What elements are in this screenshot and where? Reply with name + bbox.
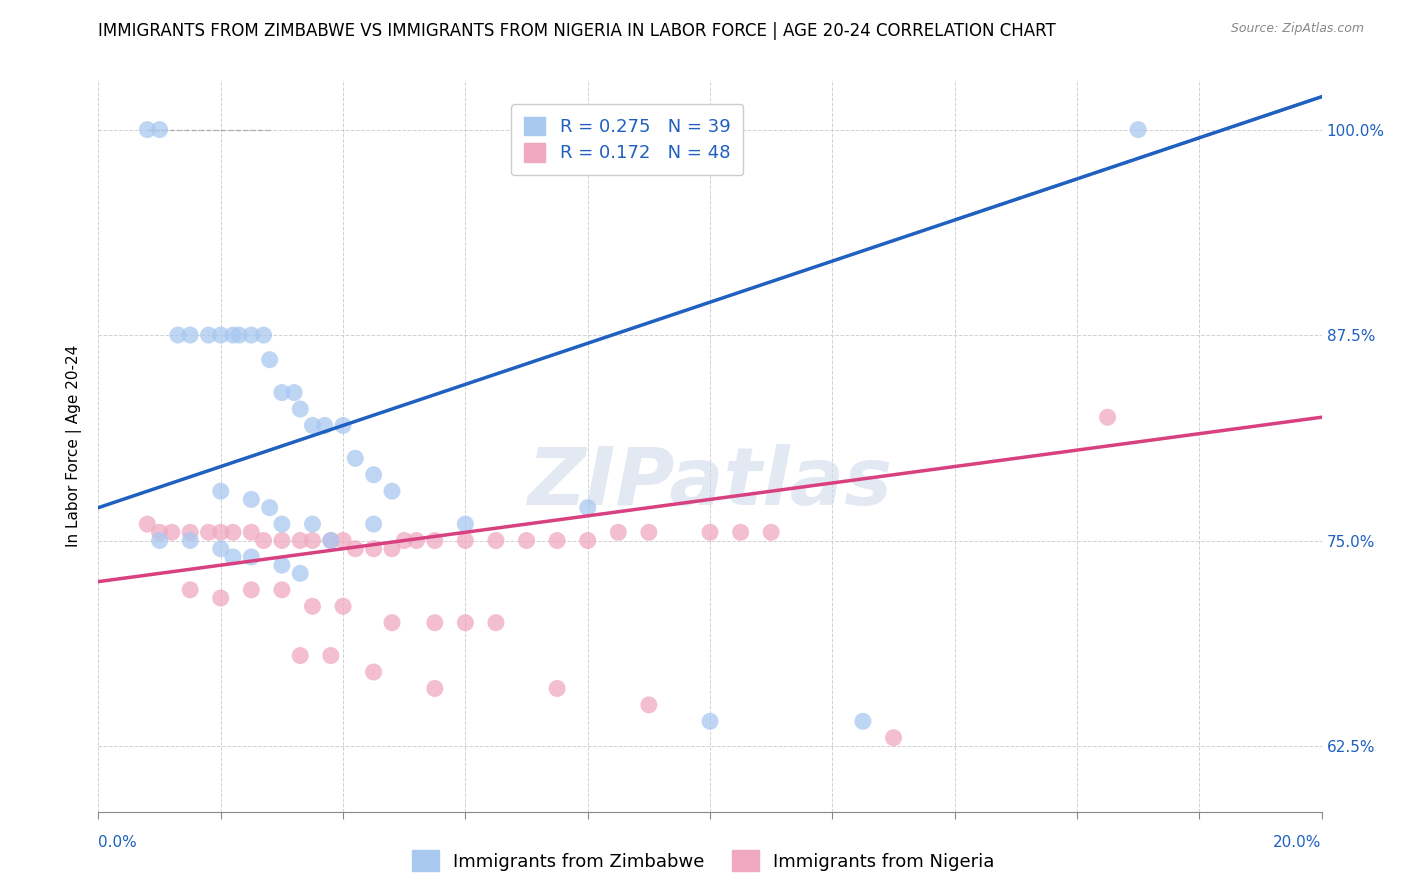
Point (259, 500, 281, 515)
Point (240, 549, 263, 564)
Point (290, 648, 312, 663)
Point (209, 525, 232, 540)
Point (240, 492, 263, 507)
Point (240, 582, 263, 597)
Point (319, 533, 342, 548)
Point (179, 582, 201, 597)
Point (363, 517, 385, 532)
Point (197, 525, 219, 540)
Legend: Immigrants from Zimbabwe, Immigrants from Nigeria: Immigrants from Zimbabwe, Immigrants fro… (405, 843, 1001, 879)
Point (699, 525, 721, 540)
Point (270, 517, 292, 532)
Point (607, 525, 630, 540)
Point (392, 533, 416, 548)
Point (160, 525, 183, 540)
Point (314, 418, 336, 433)
Point (301, 599, 323, 614)
Point (283, 385, 305, 400)
Point (405, 533, 427, 548)
Point (167, 328, 190, 343)
Point (423, 681, 446, 696)
Point (301, 418, 323, 433)
Text: 0.0%: 0.0% (98, 836, 138, 850)
Text: ZIPatlas: ZIPatlas (527, 443, 893, 522)
Point (197, 328, 219, 343)
Point (381, 484, 404, 499)
Point (209, 484, 232, 499)
Point (576, 533, 599, 548)
Point (381, 615, 404, 630)
Point (759, 525, 782, 540)
Point (179, 328, 201, 343)
Point (852, 714, 875, 729)
Point (344, 451, 367, 466)
Point (252, 328, 274, 343)
Point (179, 525, 201, 540)
Point (319, 648, 342, 663)
Text: 20.0%: 20.0% (1274, 836, 1322, 850)
Point (332, 533, 354, 548)
Point (332, 418, 354, 433)
Point (546, 533, 568, 548)
Point (136, 122, 159, 136)
Point (228, 328, 250, 343)
Point (1128, 122, 1150, 136)
Point (270, 385, 292, 400)
Point (290, 566, 312, 581)
Point (209, 591, 232, 605)
Point (149, 122, 172, 136)
Text: IMMIGRANTS FROM ZIMBABWE VS IMMIGRANTS FROM NIGERIA IN LABOR FORCE | AGE 20-24 C: IMMIGRANTS FROM ZIMBABWE VS IMMIGRANTS F… (98, 22, 1056, 40)
Point (270, 582, 292, 597)
Point (363, 665, 385, 679)
Legend: R = 0.275   N = 39, R = 0.172   N = 48: R = 0.275 N = 39, R = 0.172 N = 48 (512, 104, 744, 175)
Point (454, 533, 477, 548)
Point (381, 541, 404, 556)
Point (290, 533, 312, 548)
Point (222, 549, 245, 564)
Point (576, 500, 599, 515)
Point (516, 533, 538, 548)
Point (301, 517, 323, 532)
Point (222, 328, 245, 343)
Y-axis label: In Labor Force | Age 20-24: In Labor Force | Age 20-24 (66, 345, 83, 547)
Point (637, 698, 661, 712)
Point (363, 467, 385, 482)
Point (209, 328, 232, 343)
Point (730, 525, 752, 540)
Point (149, 533, 172, 548)
Point (252, 533, 274, 548)
Point (179, 533, 201, 548)
Point (332, 599, 354, 614)
Point (637, 525, 661, 540)
Point (1097, 410, 1119, 425)
Point (240, 525, 263, 540)
Point (699, 714, 721, 729)
Point (259, 352, 281, 367)
Point (290, 402, 312, 417)
Point (209, 541, 232, 556)
Point (240, 328, 263, 343)
Point (546, 681, 568, 696)
Point (485, 615, 508, 630)
Point (222, 525, 245, 540)
Point (454, 517, 477, 532)
Point (149, 525, 172, 540)
Point (344, 541, 367, 556)
Point (363, 541, 385, 556)
Text: Source: ZipAtlas.com: Source: ZipAtlas.com (1230, 22, 1364, 36)
Point (270, 533, 292, 548)
Point (883, 731, 905, 745)
Point (301, 533, 323, 548)
Point (423, 533, 446, 548)
Point (454, 615, 477, 630)
Point (485, 533, 508, 548)
Point (136, 517, 159, 532)
Point (423, 615, 446, 630)
Point (319, 533, 342, 548)
Point (270, 558, 292, 573)
